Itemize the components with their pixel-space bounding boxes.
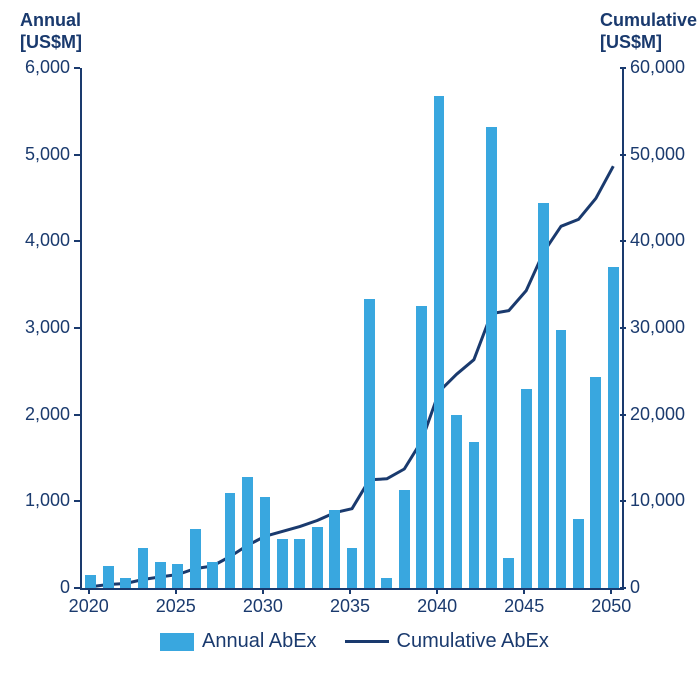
legend-item-annual: Annual AbEx (160, 630, 317, 653)
right-axis-title: Cumulative [US$M] (600, 10, 697, 53)
xtick: 2020 (69, 596, 109, 617)
bar (503, 558, 514, 588)
bar (364, 299, 375, 588)
bar (608, 267, 619, 588)
bar (486, 127, 497, 588)
bar (590, 377, 601, 588)
ytick-right: 50,000 (630, 144, 685, 165)
plot-area (80, 68, 624, 590)
bar (538, 203, 549, 588)
bar (242, 477, 253, 588)
bar (434, 96, 445, 588)
ytick-left: 5,000 (25, 144, 70, 165)
bar (260, 497, 271, 588)
bar (103, 566, 114, 588)
ytick-right: 10,000 (630, 490, 685, 511)
ytick-right: 20,000 (630, 404, 685, 425)
legend-swatch-line (345, 640, 389, 643)
bar (190, 529, 201, 588)
xtick: 2035 (330, 596, 370, 617)
abex-chart: Annual [US$M] Cumulative [US$M] Annual A… (0, 0, 700, 680)
bar (120, 578, 131, 588)
bar (416, 306, 427, 588)
bar (138, 548, 149, 588)
ytick-left: 0 (60, 577, 70, 598)
xtick: 2045 (504, 596, 544, 617)
bar (556, 330, 567, 588)
xtick: 2025 (156, 596, 196, 617)
ytick-right: 30,000 (630, 317, 685, 338)
bar (294, 539, 305, 588)
ytick-right: 0 (630, 577, 640, 598)
bar (573, 519, 584, 588)
bar (469, 442, 480, 588)
bar (521, 389, 532, 588)
bar (399, 490, 410, 588)
legend-label-cumulative: Cumulative AbEx (397, 630, 549, 653)
bar (451, 415, 462, 588)
xtick: 2040 (417, 596, 457, 617)
ytick-right: 60,000 (630, 57, 685, 78)
bar (312, 527, 323, 588)
xtick: 2050 (591, 596, 631, 617)
ytick-right: 40,000 (630, 230, 685, 251)
ytick-left: 4,000 (25, 230, 70, 251)
bar (85, 575, 96, 588)
legend-item-cumulative: Cumulative AbEx (345, 630, 549, 653)
ytick-left: 6,000 (25, 57, 70, 78)
ytick-left: 2,000 (25, 404, 70, 425)
bar (277, 539, 288, 588)
xtick: 2030 (243, 596, 283, 617)
ytick-left: 1,000 (25, 490, 70, 511)
bar (225, 493, 236, 588)
cumulative-line-path (91, 166, 614, 587)
legend-swatch-bar (160, 633, 194, 651)
bar (329, 510, 340, 588)
bar (207, 562, 218, 588)
bar (155, 562, 166, 588)
bar (172, 564, 183, 588)
ytick-left: 3,000 (25, 317, 70, 338)
legend: Annual AbEx Cumulative AbEx (160, 630, 549, 653)
bar (381, 578, 392, 588)
legend-label-annual: Annual AbEx (202, 630, 317, 653)
bar (347, 548, 358, 588)
left-axis-title: Annual [US$M] (20, 10, 82, 53)
